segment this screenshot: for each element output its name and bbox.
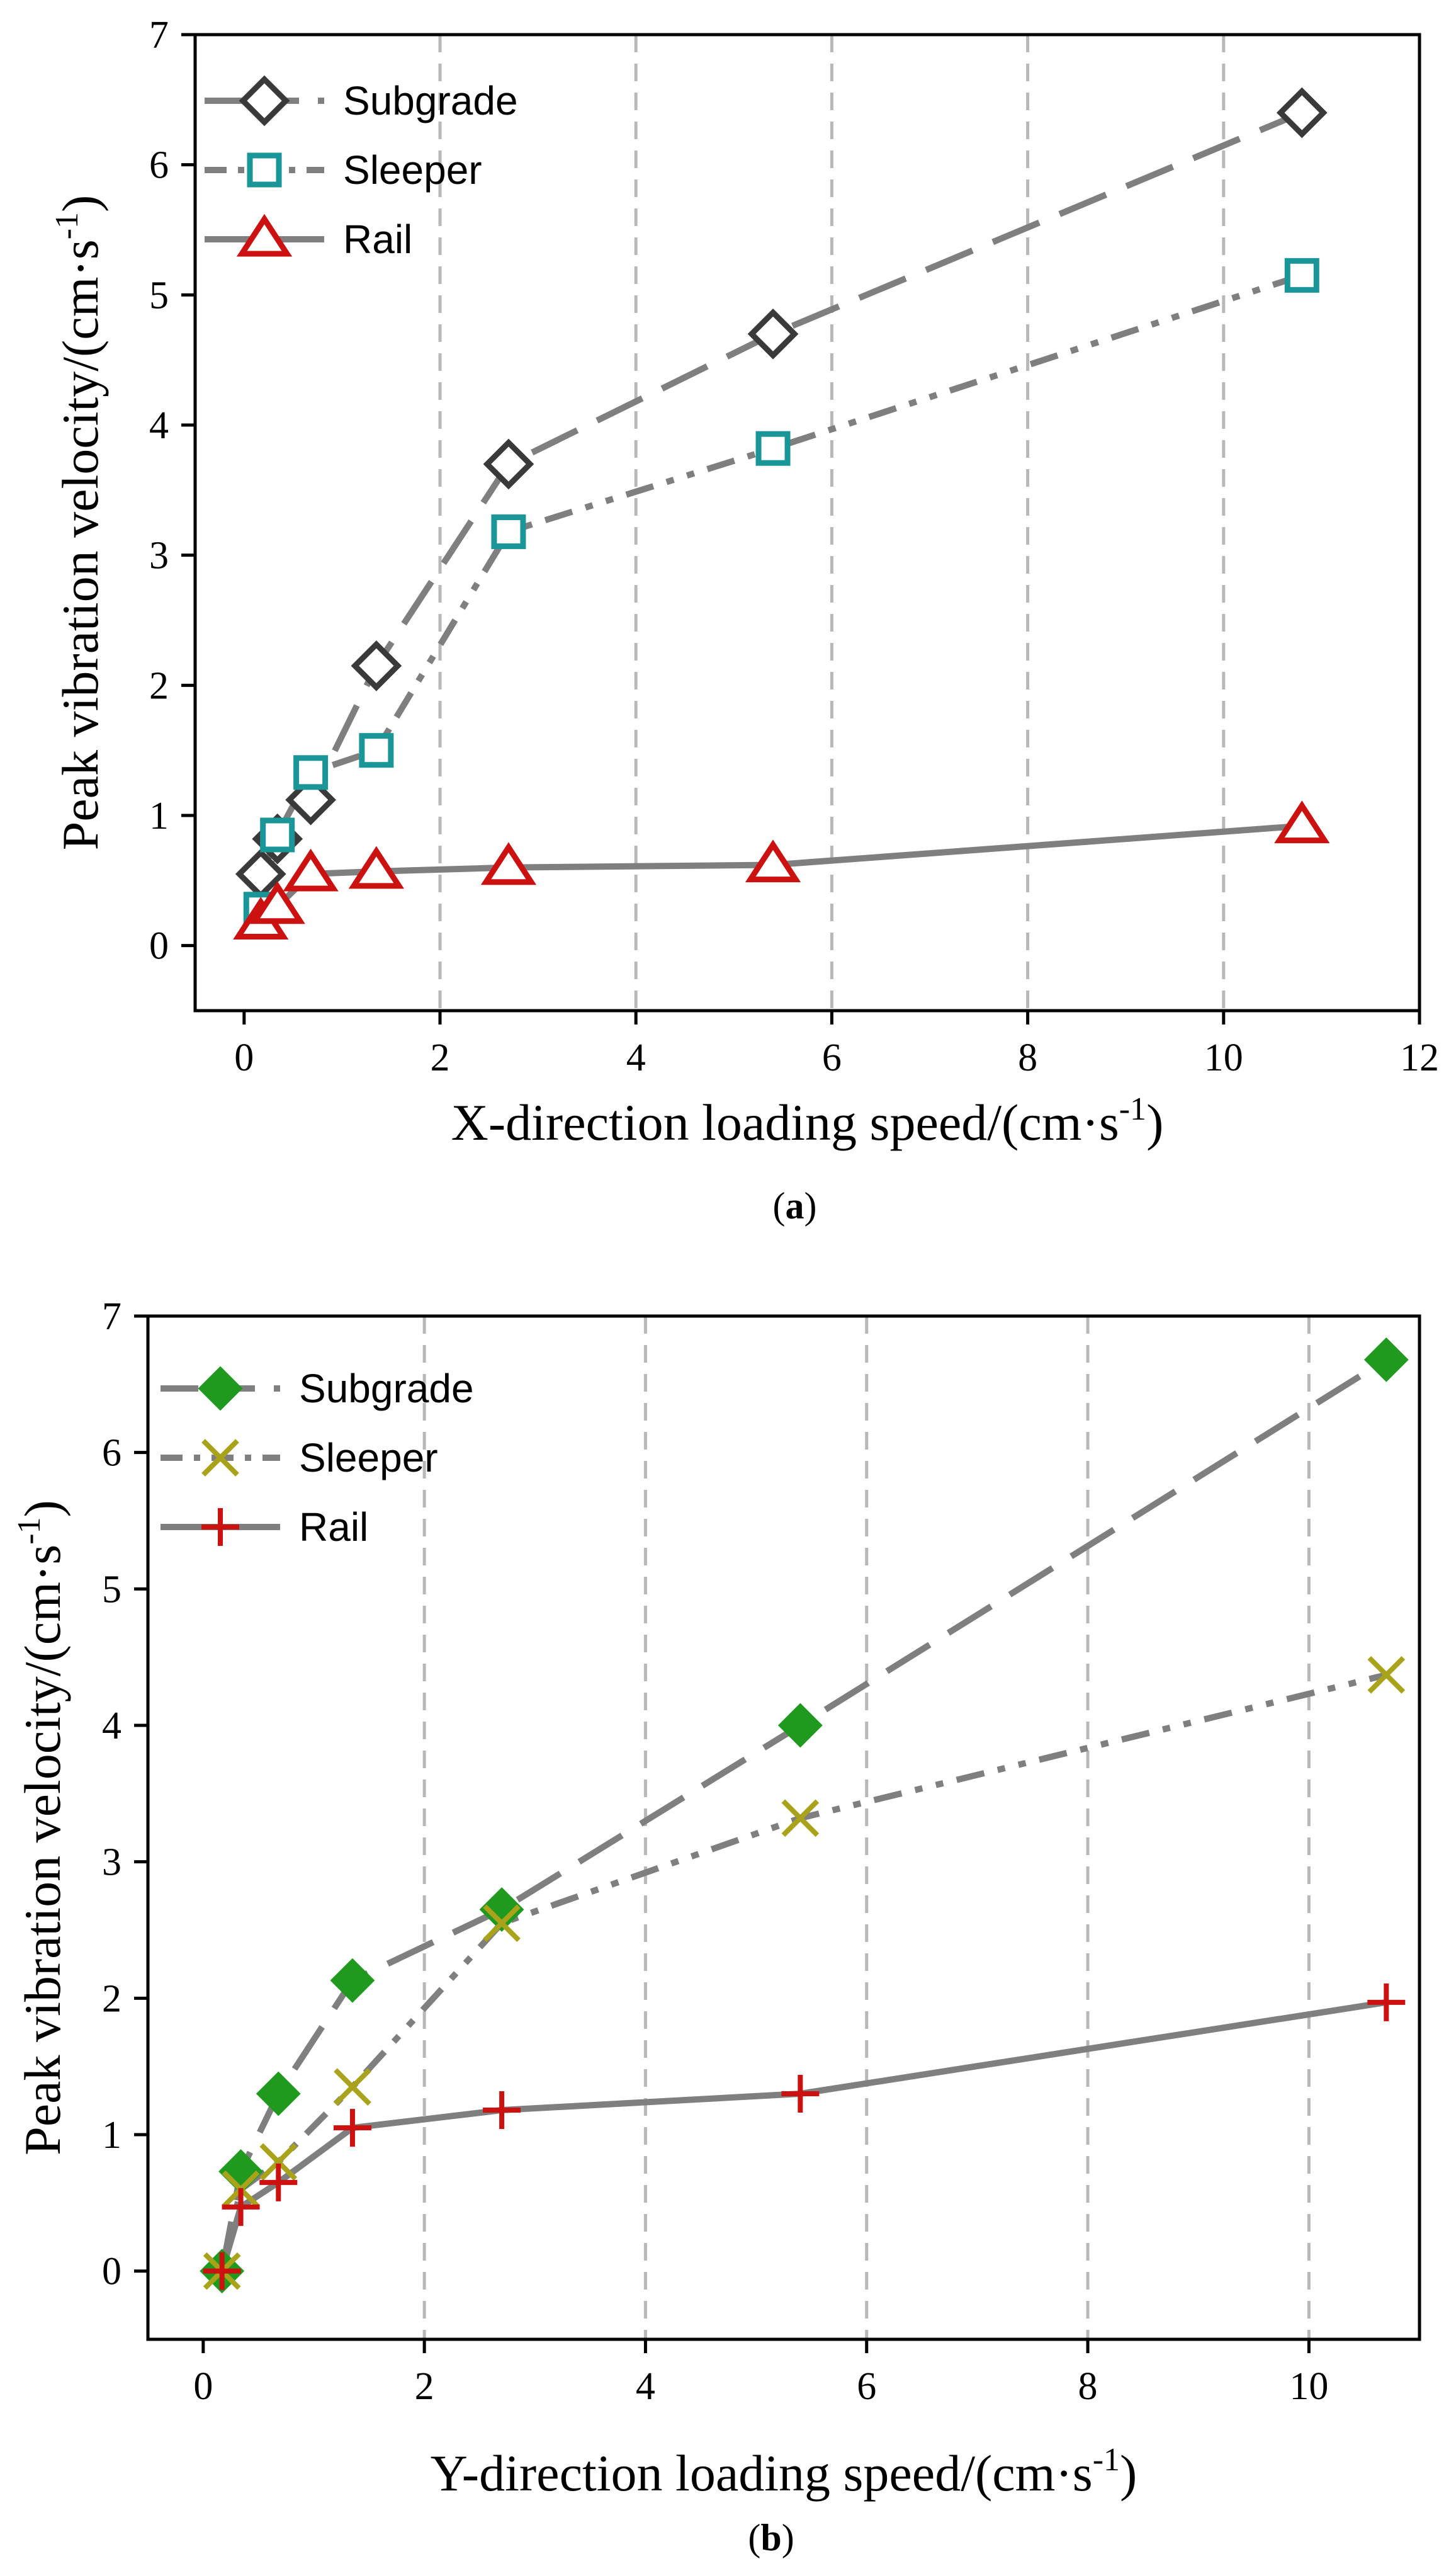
y-tick-label: 6 [149, 144, 169, 187]
data-point-sleeper [781, 1799, 820, 1837]
figure-caption: (a) [773, 1185, 817, 1227]
data-point-subgrade [1363, 1337, 1409, 1382]
x-tick-label: 2 [431, 1036, 450, 1079]
data-point-rail [222, 2188, 260, 2226]
data-point-subgrade [483, 438, 534, 490]
data-point-subgrade [747, 308, 799, 360]
data-point-rail [480, 842, 537, 885]
data-point-rail [203, 2252, 241, 2290]
data-point-rail [781, 2075, 820, 2113]
legend-marker-sleeper [201, 1439, 239, 1477]
plot-frame [146, 1314, 1421, 2341]
data-point-subgrade [1276, 87, 1328, 139]
y-tick-label: 5 [102, 1568, 121, 1611]
x-tick-label: 8 [1018, 1036, 1037, 1079]
figure-caption: (b) [748, 2517, 794, 2558]
y-tick-label: 3 [149, 535, 169, 577]
legend-marker-subgrade [198, 1366, 243, 1411]
data-point-sleeper [359, 733, 394, 768]
y-tick-label: 6 [102, 1432, 121, 1475]
legend-entry-subgrade: Subgrade [299, 1366, 474, 1411]
data-point-subgrade [330, 1958, 375, 2003]
data-point-sleeper [491, 514, 526, 549]
x-tick-label: 6 [857, 2365, 876, 2408]
data-point-subgrade [351, 640, 402, 691]
chart-a: 0 2 4 6 8 10 1201234567SubgradeSleeperRailX-di… [49, 14, 1439, 1227]
legend-entry-subgrade: Subgrade [343, 78, 518, 123]
x-tick-label: 10 [1204, 1036, 1243, 1079]
data-point-rail [1367, 1983, 1406, 2021]
x-tick-label: 12 [1400, 1036, 1439, 1079]
x-tick-label: 4 [626, 1036, 646, 1079]
data-point-sleeper [1284, 258, 1319, 293]
data-point-rail [348, 846, 405, 889]
legend-marker-rail [236, 213, 293, 257]
chart-b: 0 2 4 6 8 10 0 1 2 3 4 5 6 7 Subgrade Sleeper Rail Y-dire… [11, 1295, 1421, 2558]
data-point-sleeper [334, 2068, 371, 2106]
data-point-rail [745, 839, 801, 883]
data-point-rail [1274, 800, 1330, 844]
x-tick-label: 4 [636, 2365, 655, 2408]
series-line-sleeper [218, 1671, 1387, 2272]
y-tick-label: 0 [149, 925, 169, 968]
legend-marker-subgrade [239, 75, 290, 127]
y-tick-label: 4 [149, 404, 169, 447]
series-line-subgrade [257, 110, 1304, 876]
data-point-subgrade [777, 1703, 823, 1748]
legend-entry-sleeper: Sleeper [343, 147, 482, 193]
y-tick-label: 5 [149, 274, 169, 317]
y-tick-label: 2 [102, 1977, 121, 2020]
x-axis-label: X-direction loading speed/(cm·s-1) [451, 1091, 1164, 1151]
y-axis-label: Peak vibration velocity/(cm·s-1) [49, 195, 109, 851]
data-point-rail [483, 2091, 521, 2129]
data-point-subgrade [256, 2071, 301, 2116]
y-tick-label: 0 [102, 2251, 121, 2293]
data-point-sleeper [260, 817, 295, 853]
data-point-rail [259, 2163, 298, 2201]
y-tick-label: 1 [149, 795, 169, 837]
data-point-sleeper [483, 1904, 521, 1942]
x-tick-label: 8 [1078, 2365, 1098, 2408]
legend-entry-rail: Rail [299, 1504, 368, 1550]
x-tick-label: 6 [822, 1036, 842, 1079]
data-point-sleeper [259, 2143, 298, 2181]
data-point-sleeper [755, 431, 791, 466]
data-point-subgrade [479, 1887, 524, 1932]
data-point-sleeper [1367, 1656, 1406, 1694]
y-tick-label: 2 [149, 664, 169, 707]
y-tick-label: 4 [102, 1705, 121, 1747]
y-tick-label: 7 [149, 14, 169, 57]
legend-entry-sleeper: Sleeper [299, 1435, 438, 1480]
x-tick-label: 0 [193, 2365, 213, 2408]
x-tick-label: 0 [234, 1036, 254, 1079]
series-line-sleeper [257, 272, 1303, 910]
x-axis-label: Y-direction loading speed/(cm·s-1) [431, 2442, 1137, 2502]
legend-marker-rail [201, 1508, 239, 1546]
legend-entry-rail: Rail [343, 217, 412, 262]
data-point-rail [249, 881, 305, 924]
data-point-rail [333, 2109, 371, 2147]
y-axis-label: Peak vibration velocity/(cm·s-1) [11, 1500, 71, 2155]
data-point-sleeper [293, 755, 329, 790]
plot-frame [193, 33, 1421, 1013]
y-tick-label: 7 [102, 1295, 121, 1338]
y-tick-label: 1 [102, 2114, 121, 2157]
x-tick-label: 10 [1289, 2365, 1328, 2408]
y-tick-label: 3 [102, 1841, 121, 1884]
legend-marker-sleeper [247, 152, 282, 188]
data-point-rail [283, 848, 339, 892]
x-tick-label: 2 [415, 2365, 434, 2408]
